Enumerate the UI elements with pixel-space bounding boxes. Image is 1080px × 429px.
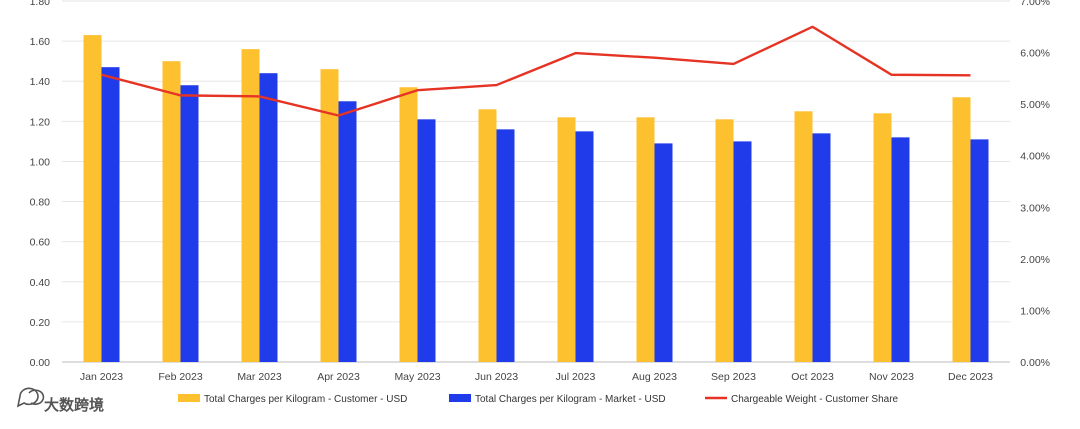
bar-market xyxy=(733,141,752,362)
bar-market xyxy=(259,73,278,362)
bar-market xyxy=(101,67,120,362)
legend-swatch xyxy=(449,394,471,402)
gridlines xyxy=(62,0,1010,363)
y-left-tick-label: 0.40 xyxy=(30,277,51,289)
legend-label: Chargeable Weight - Customer Share xyxy=(731,394,899,405)
bar-customer xyxy=(399,87,418,362)
y-left-tick-label: 0.00 xyxy=(30,357,51,369)
bar-customer xyxy=(952,97,971,363)
y-right-tick-label: 2.00% xyxy=(1020,254,1050,266)
line-customer-share xyxy=(101,25,971,117)
bar-customer xyxy=(715,119,734,362)
bar-market xyxy=(338,101,357,363)
y-right-tick-label: 1.00% xyxy=(1020,305,1050,317)
bar-customer xyxy=(478,109,497,362)
y-left-tick-label: 0.80 xyxy=(30,197,51,209)
bar-customer xyxy=(83,35,102,362)
bar-customer xyxy=(794,111,813,362)
x-tick-label: Jun 2023 xyxy=(475,371,518,383)
y-left-tick-label: 1.80 xyxy=(30,0,51,8)
bar-customer xyxy=(241,49,260,363)
bar-market xyxy=(654,143,673,362)
x-tick-label: May 2023 xyxy=(394,371,440,383)
y-right-tick-label: 6.00% xyxy=(1020,48,1050,60)
y-left-tick-label: 1.00 xyxy=(30,156,51,168)
x-tick-label: Dec 2023 xyxy=(948,371,993,383)
watermark-text: 大数跨境 xyxy=(44,396,104,414)
bar-market xyxy=(575,131,594,362)
bar-market xyxy=(812,133,831,362)
y-right-tick-labels: 0.00% 1.00% 2.00% 3.00% 4.00% 5.00% 6.00% 7.00% xyxy=(1020,0,1050,369)
x-tick-label: Aug 2023 xyxy=(632,371,677,383)
bar-market xyxy=(180,85,199,362)
bar-market xyxy=(891,137,910,362)
y-left-tick-labels: 0.00 0.20 0.40 0.60 0.80 1.00 1.20 1.40 1.60 1.80 xyxy=(30,0,51,369)
legend-label: Total Charges per Kilogram - Market - US… xyxy=(475,394,666,405)
chat-bubble-logo-icon xyxy=(16,387,45,408)
bar-customer xyxy=(320,69,339,362)
x-tick-label: Feb 2023 xyxy=(158,371,203,383)
x-tick-label: Nov 2023 xyxy=(869,371,914,383)
y-right-tick-label: 7.00% xyxy=(1020,0,1050,8)
bar-market xyxy=(970,139,989,362)
legend-swatch xyxy=(178,394,200,402)
x-tick-label: Apr 2023 xyxy=(317,371,360,383)
y-left-tick-label: 0.20 xyxy=(30,317,51,329)
y-left-tick-label: 1.20 xyxy=(30,116,51,128)
x-tick-label: Sep 2023 xyxy=(711,371,756,383)
bar-customer xyxy=(873,113,892,362)
x-tick-label: Jul 2023 xyxy=(556,371,596,383)
y-right-tick-label: 3.00% xyxy=(1020,202,1050,214)
y-right-tick-label: 4.00% xyxy=(1020,151,1050,163)
x-tick-label: Mar 2023 xyxy=(237,371,282,383)
y-right-tick-label: 0.00% xyxy=(1020,357,1050,369)
x-tick-labels: Jan 2023 Feb 2023 Mar 2023 Apr 2023 May 2023… xyxy=(80,371,993,383)
bar-market xyxy=(417,119,436,362)
bars xyxy=(83,35,989,363)
y-right-tick-label: 5.00% xyxy=(1020,99,1050,111)
x-tick-label: Jan 2023 xyxy=(80,371,123,383)
legend-label: Total Charges per Kilogram - Customer - … xyxy=(204,394,407,405)
bar-customer xyxy=(636,117,655,362)
bar-customer xyxy=(557,117,576,362)
x-tick-label: Oct 2023 xyxy=(791,371,834,383)
y-left-tick-label: 1.60 xyxy=(30,36,51,48)
bar-market xyxy=(496,129,515,362)
watermark: 大数跨境 xyxy=(16,387,104,414)
line-series xyxy=(101,25,971,117)
bar-customer xyxy=(162,61,181,363)
legend: Total Charges per Kilogram - Customer - … xyxy=(178,394,899,405)
y-left-tick-label: 1.40 xyxy=(30,76,51,88)
y-left-tick-label: 0.60 xyxy=(30,237,51,249)
